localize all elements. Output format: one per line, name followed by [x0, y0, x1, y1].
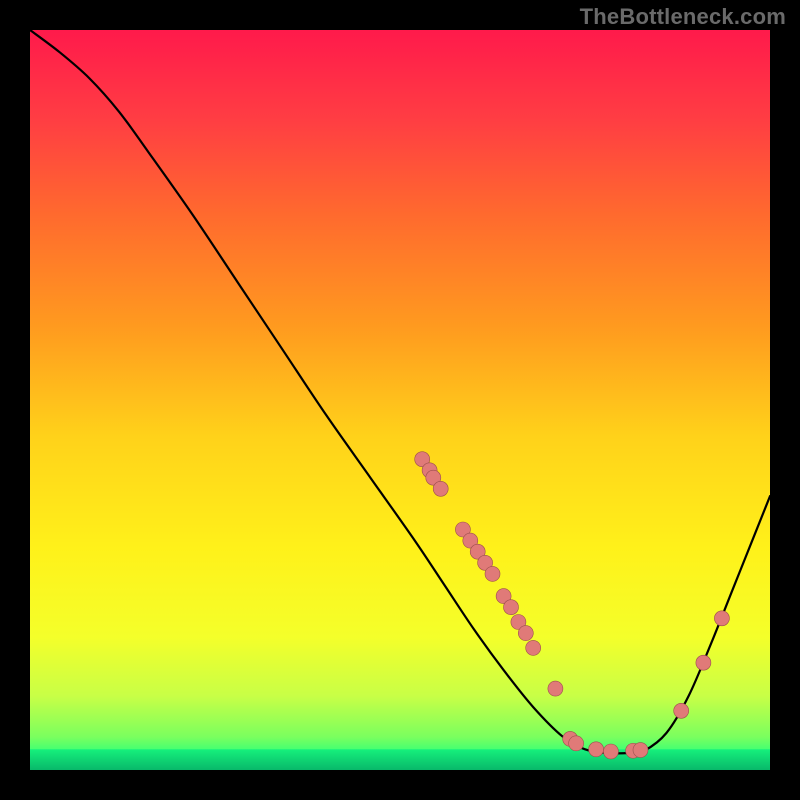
data-marker	[696, 655, 711, 670]
bottom-green-band	[30, 749, 770, 770]
data-marker	[569, 736, 584, 751]
data-marker	[518, 626, 533, 641]
data-marker	[526, 640, 541, 655]
data-marker	[603, 744, 618, 759]
data-marker	[589, 742, 604, 757]
data-marker	[633, 743, 648, 758]
data-marker	[674, 703, 689, 718]
bottleneck-chart	[0, 0, 800, 800]
data-marker	[548, 681, 563, 696]
chart-stage: TheBottleneck.com	[0, 0, 800, 800]
data-marker	[504, 600, 519, 615]
data-marker	[433, 481, 448, 496]
data-marker	[485, 566, 500, 581]
data-marker	[714, 611, 729, 626]
